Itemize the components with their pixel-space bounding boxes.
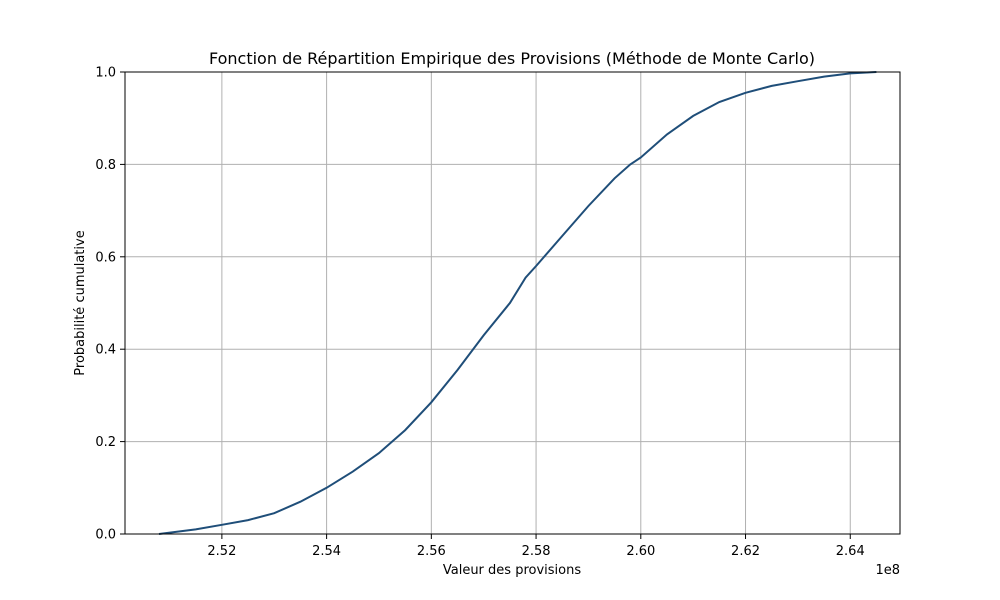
- x-gridlines: [221, 72, 851, 534]
- x-axis-offset-label: 1e8: [875, 563, 900, 578]
- y-axis-ticks: 0.0 0.2 0.4 0.6 0.8 1.0: [95, 66, 125, 543]
- y-tick-label: 0.2: [95, 435, 116, 450]
- y-tick-label: 1.0: [95, 66, 116, 81]
- y-gridlines: [125, 71, 900, 535]
- y-tick-label: 0.8: [95, 158, 116, 173]
- plot-frame: [124, 71, 901, 535]
- x-tick-label: 2.54: [312, 544, 341, 559]
- x-tick-label: 2.64: [836, 544, 865, 559]
- y-tick-label: 0.4: [95, 343, 116, 358]
- x-tick-label: 2.58: [522, 544, 551, 559]
- chart-title: Fonction de Répartition Empirique des Pr…: [209, 49, 815, 68]
- x-axis-label: Valeur des provisions: [443, 563, 581, 578]
- x-tick-label: 2.56: [417, 544, 446, 559]
- x-tick-label: 2.52: [207, 544, 236, 559]
- y-tick-label: 0.0: [95, 528, 116, 543]
- y-tick-label: 0.6: [95, 250, 116, 265]
- x-axis-ticks: 2.52 2.54 2.56 2.58 2.60 2.62 2.64: [207, 534, 865, 559]
- x-tick-label: 2.62: [731, 544, 760, 559]
- series-line: [158, 71, 877, 535]
- y-axis-label: Probabilité cumulative: [73, 230, 88, 375]
- x-tick-label: 2.60: [626, 544, 655, 559]
